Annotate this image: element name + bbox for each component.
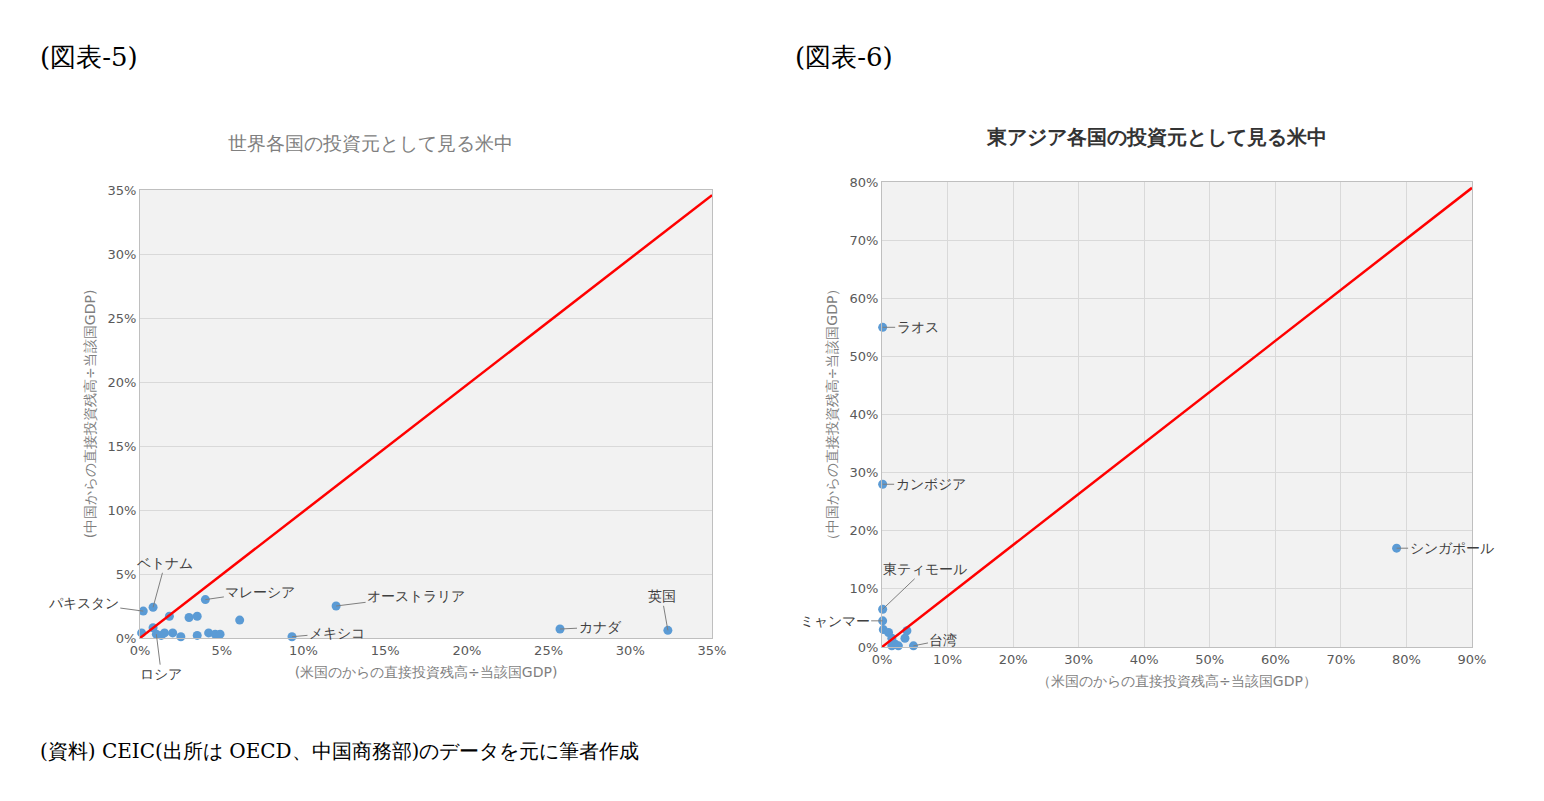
- svg-text:40%: 40%: [1130, 652, 1159, 667]
- svg-text:60%: 60%: [849, 291, 878, 306]
- svg-text:10%: 10%: [289, 643, 318, 658]
- svg-text:0%: 0%: [872, 652, 893, 667]
- svg-text:メキシコ: メキシコ: [309, 625, 365, 641]
- svg-text:東アジア各国の投資元として見る米中: 東アジア各国の投資元として見る米中: [986, 125, 1327, 149]
- svg-text:オーストラリア: オーストラリア: [367, 588, 465, 604]
- svg-text:40%: 40%: [849, 407, 878, 422]
- html-text:(資料) CEIC(出所は OECD、中国商務部)のデータを: (資料) CEIC(出所は OECD、中国商務部)のデータを元に筆者作成: [40, 739, 640, 763]
- svg-text:30%: 30%: [616, 643, 645, 658]
- svg-text:東ティモール: 東ティモール: [883, 561, 967, 577]
- svg-text:25%: 25%: [534, 643, 563, 658]
- svg-text:20%: 20%: [452, 643, 481, 658]
- svg-text:ロシア: ロシア: [140, 666, 182, 682]
- svg-text:マレーシア: マレーシア: [225, 584, 295, 600]
- svg-text:5%: 5%: [116, 567, 137, 582]
- svg-text:10%: 10%: [849, 581, 878, 596]
- svg-text:カンボジア: カンボジア: [896, 476, 966, 492]
- svg-text:0%: 0%: [130, 643, 151, 658]
- html-text:(図表-5): (図表-5): [40, 42, 138, 72]
- svg-text:台湾: 台湾: [929, 632, 957, 648]
- svg-text:英国: 英国: [648, 588, 676, 604]
- svg-text:35%: 35%: [698, 643, 727, 658]
- svg-text:10%: 10%: [933, 652, 962, 667]
- svg-text:0%: 0%: [116, 631, 137, 646]
- svg-text:(中国からの直接投資残高÷当該国GDP): (中国からの直接投資残高÷当該国GDP): [82, 290, 98, 539]
- svg-text:（米国のからの直接投資残高÷当該国GDP）: （米国のからの直接投資残高÷当該国GDP）: [1037, 673, 1317, 689]
- svg-text:30%: 30%: [107, 247, 136, 262]
- svg-text:60%: 60%: [1261, 652, 1290, 667]
- svg-text:35%: 35%: [107, 183, 136, 198]
- svg-text:カナダ: カナダ: [579, 619, 622, 635]
- svg-text:80%: 80%: [849, 175, 878, 190]
- svg-text:30%: 30%: [849, 465, 878, 480]
- svg-text:15%: 15%: [107, 439, 136, 454]
- svg-text:20%: 20%: [999, 652, 1028, 667]
- svg-text:30%: 30%: [1064, 652, 1093, 667]
- svg-text:50%: 50%: [849, 349, 878, 364]
- svg-text:(米国のからの直接投資残高÷当該国GDP): (米国のからの直接投資残高÷当該国GDP): [295, 664, 558, 680]
- svg-text:ベトナム: ベトナム: [137, 555, 193, 571]
- svg-text:ラオス: ラオス: [897, 319, 939, 335]
- svg-text:25%: 25%: [107, 311, 136, 326]
- svg-text:5%: 5%: [211, 643, 232, 658]
- svg-text:50%: 50%: [1195, 652, 1224, 667]
- html-text:(図表-6): (図表-6): [795, 42, 893, 72]
- svg-text:15%: 15%: [371, 643, 400, 658]
- svg-text:20%: 20%: [107, 375, 136, 390]
- svg-text:シンガポール: シンガポール: [1410, 540, 1494, 556]
- svg-text:70%: 70%: [1326, 652, 1355, 667]
- svg-text:世界各国の投資元として見る米中: 世界各国の投資元として見る米中: [228, 132, 513, 154]
- svg-text:ミャンマー: ミャンマー: [800, 613, 870, 629]
- svg-text:10%: 10%: [107, 503, 136, 518]
- svg-text:0%: 0%: [858, 640, 879, 655]
- svg-text:（中国からの直接投資残高÷当該国GDP）: （中国からの直接投資残高÷当該国GDP）: [824, 282, 840, 548]
- svg-text:80%: 80%: [1392, 652, 1421, 667]
- svg-text:70%: 70%: [849, 233, 878, 248]
- svg-text:パキスタン: パキスタン: [48, 595, 119, 611]
- svg-text:90%: 90%: [1458, 652, 1487, 667]
- svg-text:20%: 20%: [849, 523, 878, 538]
